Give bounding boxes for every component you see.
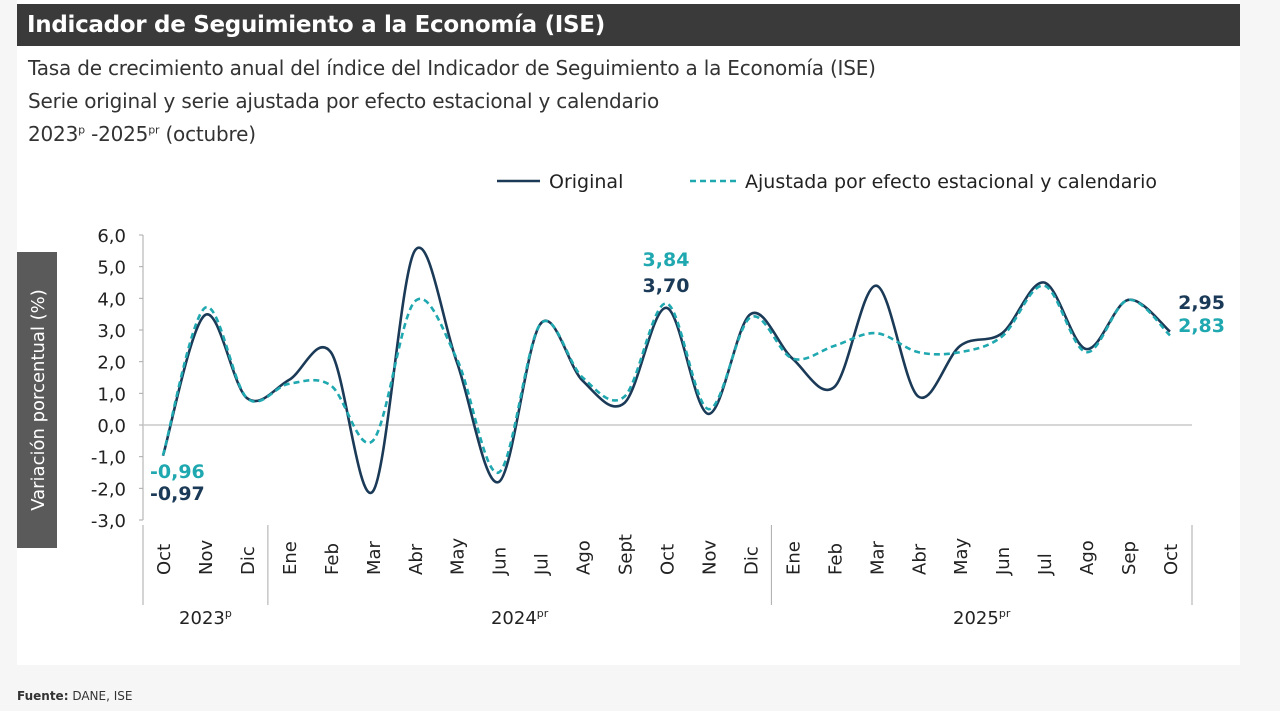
period-end: -2025 <box>84 122 149 146</box>
x-tick-label: Mar <box>364 540 385 575</box>
y-axis-label-box <box>17 252 57 548</box>
year-label-sup: p <box>225 607 232 620</box>
y-tick-label: 6,0 <box>97 226 126 247</box>
chart-period: 2023p -2025pr (octubre) <box>28 122 256 146</box>
y-tick-label: -1,0 <box>91 448 126 469</box>
year-label-2025: 2025pr <box>953 607 1011 629</box>
source-text: DANE, ISE <box>68 689 133 703</box>
x-tick-label: Ago <box>574 540 595 575</box>
year-label: 2025 <box>953 608 999 629</box>
chart-subtitle-2: Serie original y serie ajustada por efec… <box>28 89 660 113</box>
period-start: 2023 <box>28 122 79 146</box>
period-note: (octubre) <box>159 122 256 146</box>
series-line-original <box>161 246 1171 495</box>
y-tick-label: 5,0 <box>97 258 126 279</box>
x-tick-label: Dic <box>238 546 259 575</box>
x-tick-label: Abr <box>909 543 930 575</box>
source-note: Fuente: DANE, ISE <box>17 689 132 703</box>
x-tick-label: Oct <box>154 544 175 575</box>
x-tick-label: Mar <box>867 540 888 575</box>
x-tick-label: Sept <box>616 534 637 575</box>
data-label: -0,97 <box>150 483 205 505</box>
year-label-2024: 2024pr <box>491 607 549 629</box>
data-label: 2,83 <box>1178 315 1225 337</box>
x-tick-label: Oct <box>658 544 679 575</box>
x-tick-label: Jul <box>532 553 553 576</box>
year-label: 2024 <box>491 608 537 629</box>
series-line-ajustada <box>161 284 1171 474</box>
data-label: 2,95 <box>1178 292 1225 314</box>
period-start-sup: p <box>78 123 85 137</box>
x-tick-label: Jul <box>1035 553 1056 576</box>
data-label: 3,84 <box>643 249 690 271</box>
x-tick-label: Ago <box>1077 540 1098 575</box>
x-tick-label: May <box>951 537 972 575</box>
source-label: Fuente: <box>17 689 69 703</box>
period-end-sup: pr <box>148 123 160 137</box>
page-title: Indicador de Seguimiento a la Economía (… <box>17 4 1240 46</box>
y-axis-label: Variación porcentual (%) <box>28 289 49 511</box>
legend-label-original: Original <box>549 171 623 193</box>
chart-subtitle: Tasa de crecimiento anual del índice del… <box>28 56 876 80</box>
x-tick-label: Abr <box>406 543 427 575</box>
year-label-sup: pr <box>999 607 1011 620</box>
y-tick-label: 3,0 <box>97 321 126 342</box>
x-tick-label: Sep <box>1119 541 1140 575</box>
y-tick-label: 4,0 <box>97 289 126 310</box>
x-tick-label: Nov <box>196 540 217 575</box>
x-tick-label: Jun <box>993 547 1014 576</box>
x-tick-label: Feb <box>825 543 846 575</box>
x-tick-label: Feb <box>322 543 343 575</box>
y-tick-label: 2,0 <box>97 353 126 374</box>
y-tick-label: 0,0 <box>97 416 126 437</box>
x-tick-label: Nov <box>699 540 720 575</box>
year-label-sup: pr <box>537 607 549 620</box>
year-label-2023: 2023p <box>179 607 232 629</box>
x-tick-label: May <box>448 537 469 575</box>
x-tick-label: Dic <box>741 546 762 575</box>
y-tick-label: -2,0 <box>91 479 126 500</box>
x-tick-label: Ene <box>280 541 301 575</box>
x-tick-label: Jun <box>490 547 511 576</box>
x-tick-label: Ene <box>783 541 804 575</box>
y-tick-label: 1,0 <box>97 384 126 405</box>
y-tick-label: -3,0 <box>91 511 126 532</box>
legend-label-ajustada: Ajustada por efecto estacional y calenda… <box>745 171 1157 193</box>
x-tick-label: Oct <box>1161 544 1182 575</box>
data-label: -0,96 <box>150 461 205 483</box>
year-label: 2023 <box>179 608 225 629</box>
data-label: 3,70 <box>643 275 690 297</box>
